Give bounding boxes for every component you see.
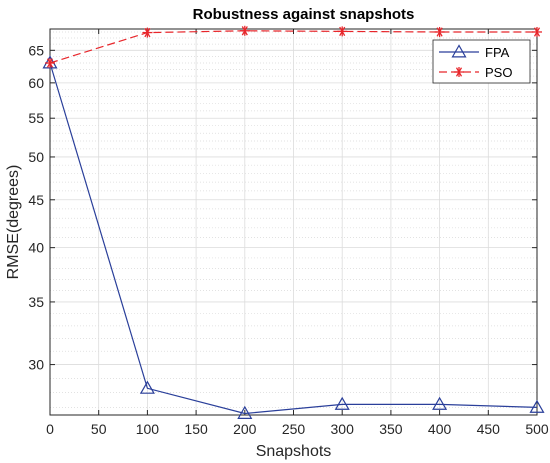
y-tick-label: 30 [28,357,44,373]
legend-label: PSO [485,65,512,80]
data-point-pso [532,26,542,37]
data-point-fpa [237,405,253,419]
y-tick-label: 50 [28,149,44,165]
y-tick-label: 55 [28,110,44,126]
data-point-pso [337,26,348,37]
legend: FPA PSO [432,39,531,84]
data-point-fpa [334,396,350,410]
legend-entry-pso: PSO [439,65,512,80]
x-tick-label: 250 [282,421,306,437]
series-line-fpa [49,62,538,415]
x-axis-label: Snapshots [256,443,332,460]
data-point-pso [434,26,445,37]
series-pso [45,25,542,69]
y-tick-label: 35 [28,294,44,310]
x-tick-label: 300 [331,421,355,437]
legend-box [432,39,531,84]
series-fpa [42,55,545,419]
series-line-pso [49,30,537,64]
x-axis-ticks: 0 50 100 150 200 250 300 350 400 450 500 [46,29,549,437]
y-tick-label: 40 [28,240,44,256]
x-tick-label: 200 [233,421,257,437]
data-point-pso [45,58,55,69]
y-axis-label: RMSE(degrees) [5,165,22,280]
x-tick-label: 0 [46,421,54,437]
y-tick-label: 65 [28,42,44,58]
data-point-fpa [432,396,448,410]
y-axis-ticks: 30 35 40 45 50 55 60 65 [28,42,537,373]
series-layer [42,25,545,419]
data-point-pso [142,27,153,38]
x-tick-label: 150 [184,421,208,437]
data-point-fpa [139,380,155,394]
x-tick-label: 50 [91,421,107,437]
legend-entry-fpa: FPA [439,44,510,60]
x-tick-label: 350 [379,421,403,437]
x-tick-label: 100 [136,421,160,437]
data-point-pso [239,25,250,36]
chart-title: Robustness against snapshots [193,6,415,23]
data-point-fpa [529,399,545,413]
y-tick-label: 45 [28,192,44,208]
legend-marker [454,67,464,77]
x-tick-label: 500 [525,421,549,437]
legend-label: FPA [485,45,510,60]
y-tick-label: 60 [28,75,44,91]
x-tick-label: 450 [477,421,501,437]
x-tick-label: 400 [428,421,452,437]
legend-marker [451,44,467,58]
